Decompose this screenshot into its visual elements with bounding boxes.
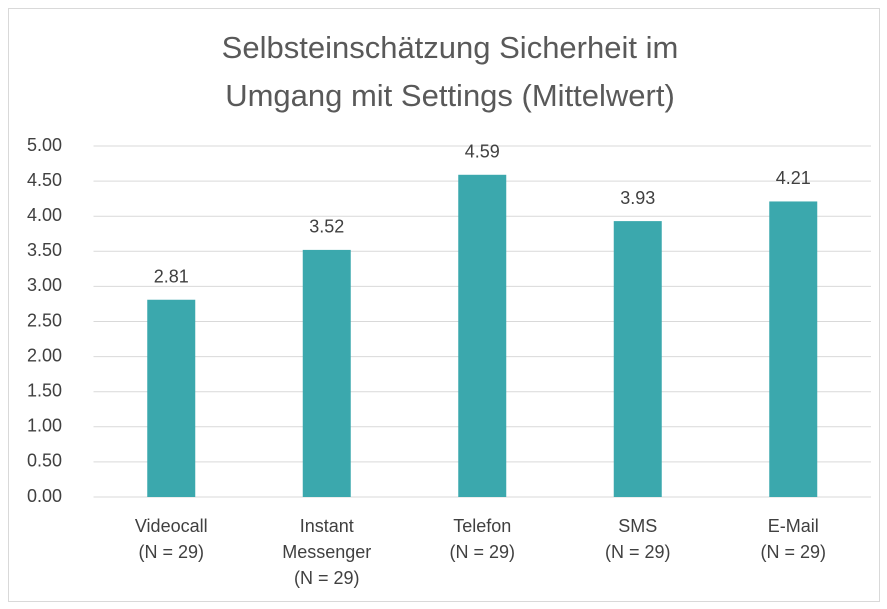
y-tick-label: 4.00 [27, 205, 62, 225]
y-tick-label: 1.00 [27, 416, 62, 436]
bar [147, 299, 196, 497]
data-label: 2.81 [154, 266, 189, 286]
x-tick-label: (N = 29) [605, 542, 671, 562]
y-tick-label: 2.50 [27, 310, 62, 330]
y-tick-label: 5.00 [27, 135, 62, 155]
bar [613, 221, 662, 497]
data-label: 4.21 [776, 168, 811, 188]
y-tick-label: 3.00 [27, 275, 62, 295]
data-label: 4.59 [465, 142, 500, 162]
y-tick-label: 0.50 [27, 451, 62, 471]
chart-title: Selbsteinschätzung Sicherheit im [222, 30, 679, 65]
y-tick-label: 2.00 [27, 345, 62, 365]
x-tick-label: Videocall [135, 516, 208, 536]
x-tick-label: Telefon [453, 516, 511, 536]
y-tick-label: 1.50 [27, 380, 62, 400]
bar [302, 249, 351, 497]
bar [769, 201, 818, 497]
x-tick-label: (N = 29) [449, 542, 515, 562]
bar [458, 174, 507, 498]
y-tick-label: 0.00 [27, 486, 62, 506]
y-tick-label: 3.50 [27, 240, 62, 260]
x-tick-label: (N = 29) [760, 542, 826, 562]
x-tick-label: (N = 29) [294, 568, 360, 588]
data-label: 3.93 [620, 188, 655, 208]
chart-title: Umgang mit Settings (Mittelwert) [225, 78, 675, 113]
x-tick-label: Messenger [282, 542, 371, 562]
x-tick-label: E-Mail [768, 516, 819, 536]
x-tick-label: SMS [618, 516, 657, 536]
y-tick-label: 4.50 [27, 170, 62, 190]
data-label: 3.52 [309, 217, 344, 237]
x-tick-label: (N = 29) [138, 542, 204, 562]
x-tick-label: Instant [300, 516, 354, 536]
